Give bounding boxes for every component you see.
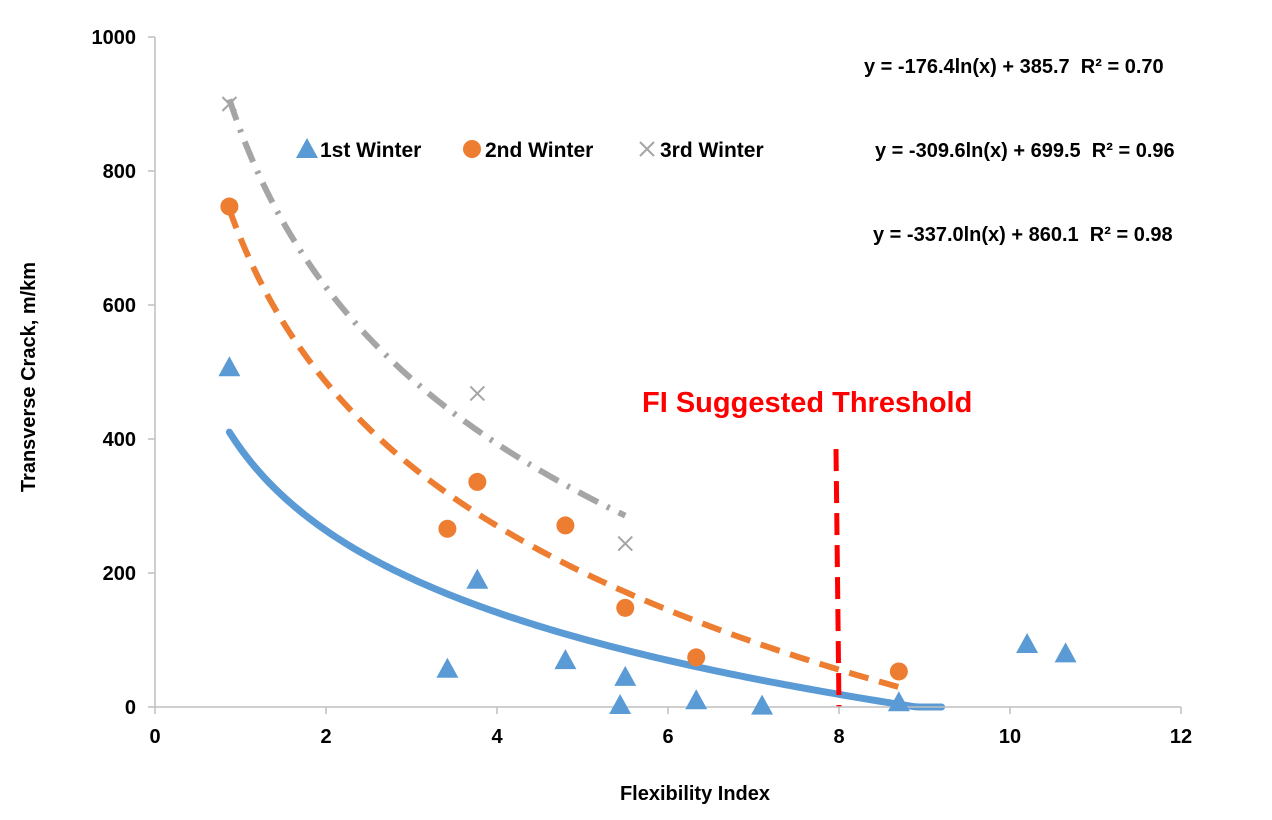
legend-marker-1st-winter — [296, 138, 318, 158]
data-point-2nd-winter — [556, 516, 575, 535]
threshold-layer: FI Suggested Threshold — [642, 387, 972, 708]
x-tick-label: 0 — [149, 726, 160, 748]
threshold-line — [833, 449, 842, 708]
y-tick-label: 400 — [103, 429, 136, 451]
y-tick-label: 1000 — [92, 27, 137, 49]
x-tick-label: 6 — [662, 726, 673, 748]
data-point-1st-winter — [887, 691, 910, 712]
x-tick-label: 10 — [999, 726, 1021, 748]
legend-marker-3rd-winter — [639, 141, 655, 157]
data-point-1st-winter — [751, 694, 774, 715]
x-tick-label: 8 — [833, 726, 844, 748]
x-tick-label: 12 — [1170, 726, 1192, 748]
points-layer — [218, 96, 1077, 715]
data-point-2nd-winter — [616, 598, 635, 617]
tick-layer: 0 2 4 6 8 10 12 0 200 400 600 800 1000 — [92, 27, 1193, 748]
data-point-2nd-winter — [468, 472, 487, 491]
data-point-1st-winter — [1054, 642, 1077, 663]
legend-label: 2nd Winter — [485, 139, 593, 162]
data-point-1st-winter — [554, 649, 577, 670]
legend-item-2nd-winter: 2nd Winter — [463, 139, 593, 162]
equation-3rd-winter: y = -337.0ln(x) + 860.1 R² = 0.98 — [873, 224, 1173, 246]
data-point-1st-winter — [218, 356, 241, 377]
data-point-2nd-winter — [220, 197, 239, 216]
legend-item-1st-winter: 1st Winter — [296, 138, 421, 162]
trendline-1st-winter — [225, 428, 946, 711]
equation-2nd-winter: y = -309.6ln(x) + 699.5 R² = 0.96 — [875, 140, 1175, 162]
legend-marker-2nd-winter — [463, 140, 481, 158]
data-point-1st-winter — [614, 665, 637, 686]
legend-item-3rd-winter: 3rd Winter — [639, 139, 764, 162]
data-point-2nd-winter — [687, 648, 706, 667]
x-axis-title: Flexibility Index — [620, 783, 770, 805]
data-point-2nd-winter — [438, 519, 457, 538]
equation-1st-winter: y = -176.4ln(x) + 385.7 R² = 0.70 — [864, 56, 1164, 78]
y-tick-label: 0 — [125, 697, 136, 719]
data-point-3rd-winter — [469, 385, 486, 402]
threshold-label: FI Suggested Threshold — [642, 387, 972, 419]
data-point-1st-winter — [436, 657, 459, 678]
y-axis-title: Transverse Crack, m/km — [18, 262, 40, 492]
y-tick-label: 200 — [103, 563, 136, 585]
y-tick-label: 600 — [103, 295, 136, 317]
data-point-3rd-winter — [221, 96, 238, 112]
data-point-2nd-winter — [889, 662, 908, 681]
equations: y = -176.4ln(x) + 385.7 R² = 0.70 y = -3… — [864, 56, 1175, 246]
y-tick-label: 800 — [103, 161, 136, 183]
legend-label: 3rd Winter — [660, 139, 764, 162]
trendline-2nd-winter — [226, 208, 900, 690]
legend-label: 1st Winter — [320, 139, 421, 162]
data-point-1st-winter — [685, 689, 708, 710]
axes — [154, 37, 1181, 708]
x-tick-label: 2 — [320, 726, 331, 748]
data-point-3rd-winter — [617, 535, 633, 552]
data-point-1st-winter — [609, 693, 632, 714]
legend: 1st Winter 2nd Winter 3rd Winter — [296, 138, 764, 162]
x-tick-label: 4 — [491, 726, 503, 748]
trendline-layer — [225, 98, 946, 711]
data-point-1st-winter — [1016, 633, 1039, 654]
data-point-1st-winter — [466, 568, 489, 589]
